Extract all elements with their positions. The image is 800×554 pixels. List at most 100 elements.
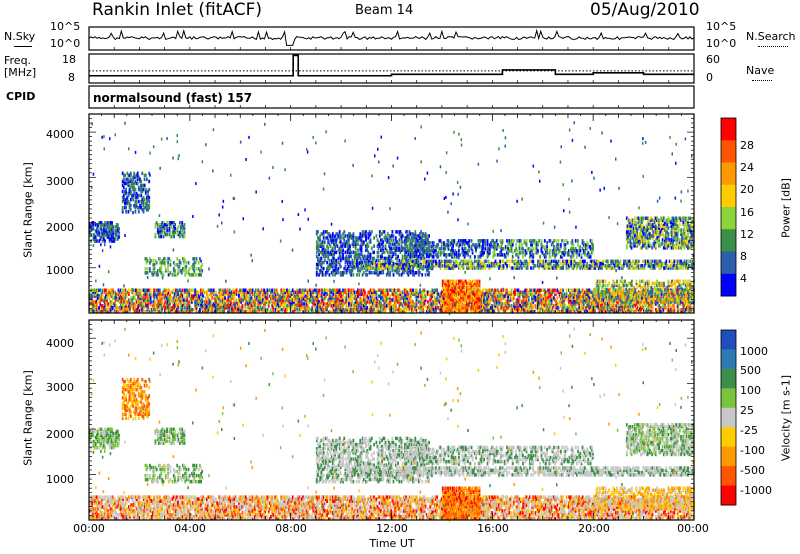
power-cell <box>142 296 145 300</box>
power-cell <box>383 292 386 296</box>
power-cell <box>297 310 300 314</box>
power-cell <box>310 308 312 312</box>
power-cell <box>256 310 259 314</box>
power-cell <box>118 227 120 231</box>
power-cell <box>384 310 387 314</box>
power-cell <box>250 304 253 308</box>
power-cell <box>171 290 174 294</box>
power-cell <box>268 310 271 314</box>
power-cell <box>188 292 191 296</box>
power-cell <box>264 302 267 306</box>
power-cell <box>228 306 231 310</box>
power-cell <box>260 300 263 304</box>
power-cell <box>139 292 142 296</box>
power-cell <box>169 306 171 310</box>
power-cell <box>218 304 221 308</box>
power-cell <box>133 302 136 306</box>
power-cell <box>169 290 171 294</box>
power-cell <box>288 302 291 306</box>
power-cell <box>200 292 202 296</box>
power-cell <box>288 288 291 292</box>
power-cell <box>231 310 233 314</box>
power-cell <box>351 308 354 312</box>
power-cell <box>128 288 130 292</box>
power-cell <box>353 294 356 298</box>
power-cell <box>266 290 269 294</box>
power-cell <box>200 298 202 302</box>
power-cell <box>380 298 382 302</box>
power-cell <box>380 296 382 300</box>
power-cell <box>173 294 176 298</box>
power-cell <box>129 302 131 306</box>
power-cell <box>152 294 154 298</box>
power-cell <box>177 304 179 308</box>
power-cell <box>128 292 130 296</box>
power-cell <box>110 306 113 310</box>
power-cell <box>129 171 132 176</box>
power-cell <box>204 308 207 312</box>
power-cell <box>370 298 373 302</box>
power-cell <box>103 296 106 300</box>
power-cell <box>169 308 171 312</box>
power-cell <box>94 290 97 294</box>
power-cell <box>341 294 343 298</box>
power-cell <box>191 300 193 304</box>
power-cell <box>203 290 206 294</box>
power-cell <box>205 300 208 304</box>
power-cell <box>370 290 373 294</box>
power-cell <box>166 304 169 308</box>
power-cell <box>147 306 150 310</box>
power-cell <box>136 300 138 304</box>
power-cell <box>271 294 273 298</box>
power-cell <box>137 310 139 314</box>
power-cell <box>136 181 139 186</box>
power-cell <box>236 302 239 306</box>
power-cell <box>357 248 359 252</box>
power-cell <box>239 306 241 310</box>
power-cell <box>286 308 288 312</box>
power-cell <box>311 310 314 314</box>
power-cell <box>238 306 240 310</box>
power-cell <box>372 302 374 306</box>
power-cell <box>226 288 229 292</box>
power-cell <box>358 273 361 277</box>
power-cell <box>197 294 200 298</box>
power-cell <box>210 308 213 312</box>
power-cell <box>298 304 301 308</box>
power-cell <box>298 300 301 304</box>
power-cell <box>146 308 149 312</box>
power-cell <box>228 304 231 308</box>
power-cell <box>232 290 234 294</box>
power-cell <box>180 292 183 296</box>
power-cell <box>97 300 99 304</box>
power-cell <box>310 294 312 298</box>
power-cell <box>366 273 369 277</box>
power-cell <box>329 294 332 298</box>
power-cell <box>180 304 183 308</box>
power-cell <box>147 296 150 300</box>
power-cell <box>191 296 193 300</box>
power-cell <box>209 308 212 312</box>
power-cell <box>384 244 387 248</box>
power-cell <box>194 288 197 292</box>
power-cell <box>419 271 421 275</box>
power-cell <box>201 263 204 267</box>
power-cell <box>195 306 198 310</box>
power-cell <box>105 288 107 292</box>
power-cell <box>339 292 342 296</box>
power-cell <box>94 304 97 308</box>
power-cell <box>311 290 314 294</box>
power-cell <box>370 288 373 292</box>
power-cell <box>373 296 375 300</box>
power-cell <box>397 254 399 259</box>
power-cell <box>205 292 208 296</box>
power-cell <box>354 298 357 302</box>
power-cell <box>352 304 355 308</box>
power-cell <box>287 296 289 300</box>
power-cell <box>121 189 124 194</box>
power-cell <box>311 300 314 304</box>
power-cell <box>243 296 246 300</box>
power-cell <box>174 269 176 273</box>
power-cell <box>274 296 277 300</box>
power-cell <box>140 179 143 184</box>
